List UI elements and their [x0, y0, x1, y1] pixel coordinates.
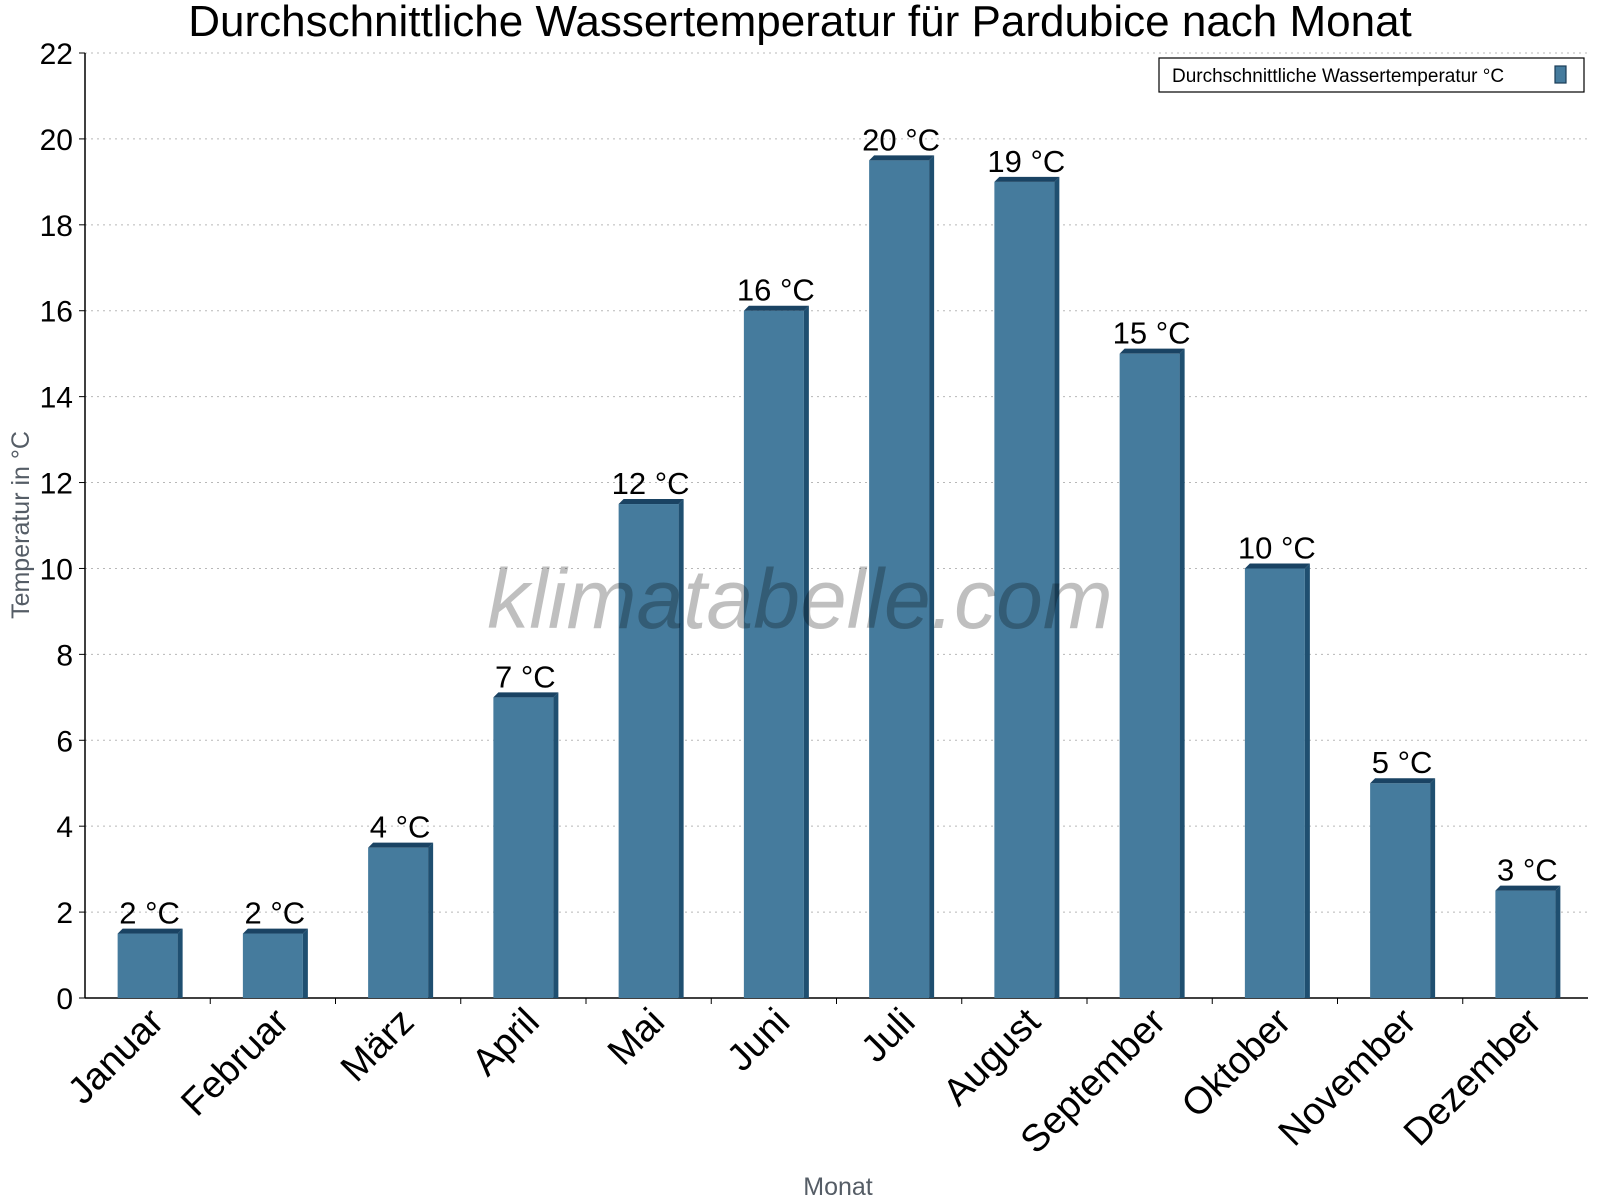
legend-swatch [1554, 65, 1567, 84]
data-labels: 2 °C 2 °C 4 °C 7 °C 12 °C 16 °C 20 °C 19 °C 15 °… [119, 122, 1557, 930]
grid-lines [85, 52, 1588, 913]
y-axis-ticks: 0 2 4 6 8 10 12 14 16 18 20 22 [40, 38, 85, 1016]
y-tick-label: 20 [40, 124, 73, 157]
bar-top [1495, 885, 1561, 891]
bar-top [1370, 778, 1436, 784]
bar-top [1244, 563, 1310, 569]
y-tick-label: 10 [40, 553, 73, 586]
bar-side [1179, 348, 1185, 998]
y-tick-label: 22 [40, 38, 73, 71]
bar [994, 181, 1055, 998]
bar-side [1555, 885, 1561, 998]
bar [242, 933, 303, 998]
data-label: 20 °C [862, 122, 940, 157]
x-axis-ticks: Januar Februar März April Mai Juni Juli AugustS… [60, 998, 1550, 1162]
x-tick-label: Oktober [1174, 1000, 1300, 1126]
y-tick-label: 8 [56, 639, 73, 672]
bar-top [994, 176, 1060, 182]
bar-side [428, 842, 434, 998]
bar-side [1304, 563, 1310, 998]
x-tick-label: Januar [60, 1000, 172, 1112]
y-axis-title: Temperatur in °C [7, 431, 35, 619]
x-tick-label: März [333, 1001, 422, 1090]
bar [1495, 890, 1556, 998]
axes [84, 53, 1588, 999]
y-tick-label: 12 [40, 468, 73, 501]
bar-side [929, 155, 935, 999]
bar-top [618, 499, 684, 505]
y-tick-label: 6 [56, 725, 73, 758]
x-tick-label: Juli [853, 1001, 923, 1071]
bar-top [242, 928, 308, 934]
bar-top [368, 842, 434, 848]
bar-top [743, 305, 809, 311]
bar-side [302, 928, 308, 998]
bar [493, 697, 554, 998]
bar-side [678, 499, 684, 998]
data-label: 10 °C [1238, 530, 1316, 565]
bar [618, 504, 679, 998]
bar [1370, 783, 1431, 998]
x-tick-label: Dezember [1396, 1000, 1550, 1154]
bar [1244, 568, 1305, 998]
data-label: 7 °C [495, 659, 556, 694]
y-tick-label: 0 [56, 983, 73, 1016]
x-tick-label: Mai [600, 1001, 673, 1074]
x-axis-title: Monat [803, 1173, 873, 1200]
data-label: 2 °C [245, 896, 306, 931]
data-label: 3 °C [1497, 853, 1558, 888]
bar-top [493, 692, 559, 698]
bar-side [177, 928, 183, 998]
y-tick-label: 18 [40, 210, 73, 243]
data-label: 4 °C [370, 810, 431, 845]
y-tick-label: 14 [40, 382, 73, 415]
bars [117, 155, 1561, 999]
bar-side [803, 305, 809, 998]
data-label: 16 °C [737, 273, 815, 308]
bar [1119, 353, 1180, 998]
legend-label: Durchschnittliche Wassertemperatur °C [1172, 66, 1504, 87]
data-label: 19 °C [987, 144, 1065, 179]
bar-top [1119, 348, 1185, 354]
data-label: 5 °C [1372, 745, 1433, 780]
x-tick-label: Februar [173, 1000, 297, 1124]
bar [368, 847, 429, 998]
x-tick-label: August [935, 1000, 1049, 1114]
bar [117, 933, 178, 998]
legend: Durchschnittliche Wassertemperatur °C [1158, 57, 1585, 93]
data-label: 12 °C [612, 466, 690, 501]
x-tick-label: April [464, 1001, 547, 1084]
x-tick-label: Juni [719, 1001, 798, 1080]
y-tick-label: 16 [40, 296, 73, 329]
bar [743, 310, 804, 998]
data-label: 15 °C [1113, 316, 1191, 351]
bar-side [553, 692, 559, 998]
bar-side [1054, 176, 1060, 998]
y-tick-label: 4 [56, 811, 73, 844]
chart-title: Durchschnittliche Wassertemperatur für P… [188, 0, 1412, 46]
y-tick-label: 2 [56, 897, 73, 930]
bar-top [869, 155, 935, 161]
bar-side [1430, 778, 1436, 998]
data-label: 2 °C [119, 896, 180, 931]
watermark: klimatabelle.com [487, 552, 1113, 646]
legend-box [1158, 57, 1585, 93]
bar-top [117, 928, 183, 934]
bar [869, 160, 930, 999]
